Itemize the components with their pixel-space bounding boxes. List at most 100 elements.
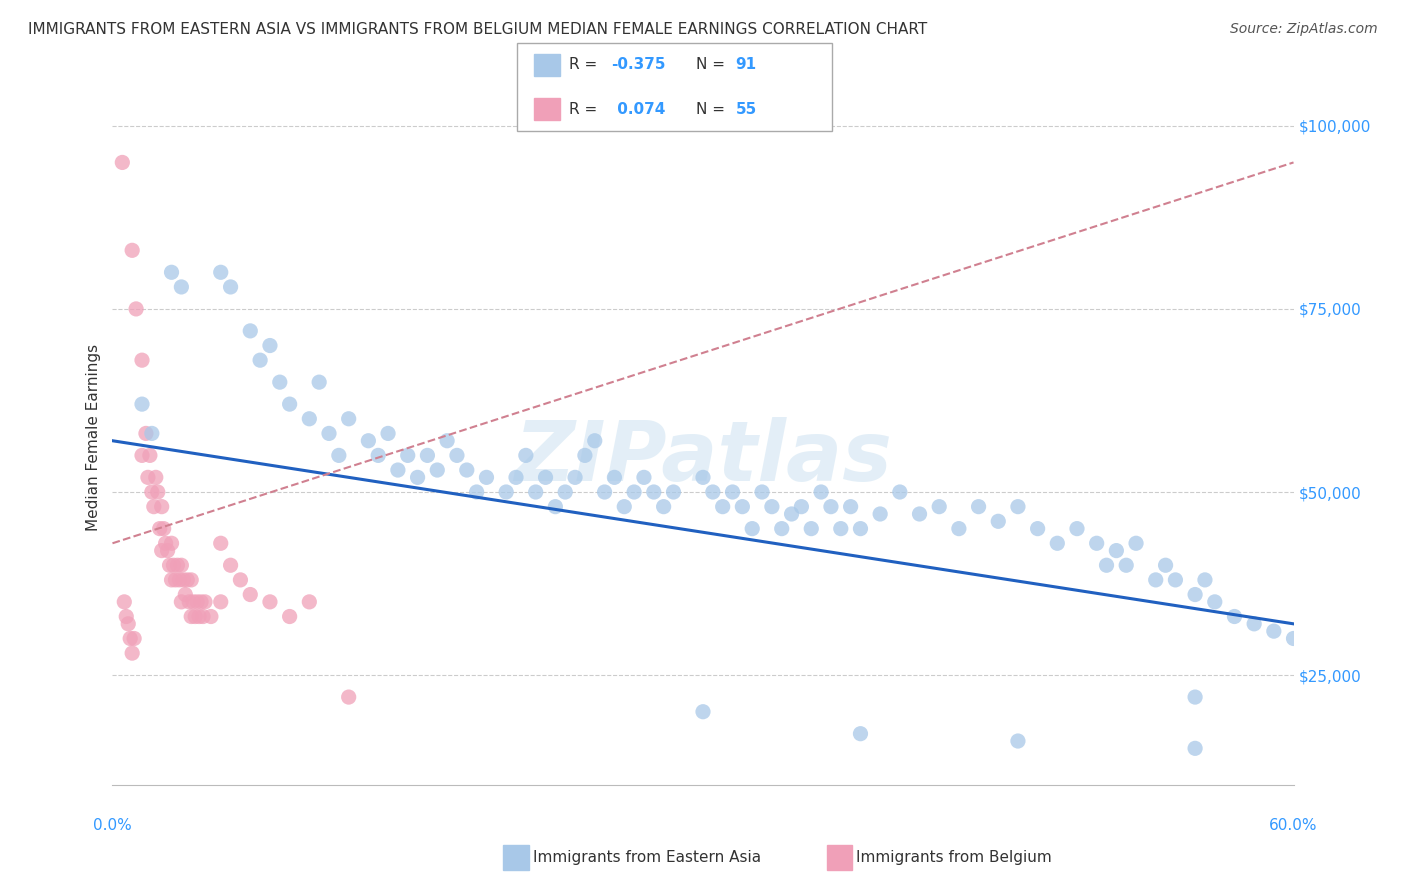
- Point: [692, 470, 714, 484]
- Point: [849, 727, 872, 741]
- Point: [165, 573, 187, 587]
- Point: [1154, 558, 1177, 573]
- Point: [830, 522, 852, 536]
- Point: [505, 470, 527, 484]
- Text: N =: N =: [696, 102, 730, 117]
- Point: [908, 507, 931, 521]
- Point: [172, 573, 194, 587]
- Point: [115, 609, 138, 624]
- Point: [160, 265, 183, 279]
- Point: [613, 500, 636, 514]
- Point: [180, 609, 202, 624]
- Point: [751, 485, 773, 500]
- Point: [1007, 500, 1029, 514]
- Point: [141, 485, 163, 500]
- Text: 0.074: 0.074: [612, 102, 665, 117]
- Text: R =: R =: [569, 57, 603, 72]
- Point: [790, 500, 813, 514]
- Point: [987, 514, 1010, 528]
- Point: [190, 595, 212, 609]
- Point: [155, 536, 177, 550]
- Point: [179, 595, 201, 609]
- Text: ZIPatlas: ZIPatlas: [515, 417, 891, 499]
- Point: [731, 500, 754, 514]
- Point: [524, 485, 547, 500]
- Point: [160, 536, 183, 550]
- Point: [219, 558, 242, 573]
- Point: [574, 449, 596, 463]
- Point: [456, 463, 478, 477]
- Point: [446, 449, 468, 463]
- Point: [150, 543, 173, 558]
- Point: [131, 397, 153, 411]
- Point: [159, 558, 181, 573]
- Point: [117, 616, 139, 631]
- Point: [515, 449, 537, 463]
- Text: 91: 91: [735, 57, 756, 72]
- Point: [219, 280, 242, 294]
- Point: [948, 522, 970, 536]
- Point: [142, 500, 165, 514]
- Point: [426, 463, 449, 477]
- Point: [181, 595, 204, 609]
- Point: [436, 434, 458, 448]
- Point: [357, 434, 380, 448]
- Point: [1194, 573, 1216, 587]
- Point: [633, 470, 655, 484]
- Point: [377, 426, 399, 441]
- Point: [139, 449, 162, 463]
- Point: [239, 588, 262, 602]
- Text: 0.0%: 0.0%: [93, 818, 132, 832]
- Point: [337, 411, 360, 425]
- Point: [136, 470, 159, 484]
- Point: [1095, 558, 1118, 573]
- Point: [583, 434, 606, 448]
- Point: [387, 463, 409, 477]
- Point: [623, 485, 645, 500]
- Point: [761, 500, 783, 514]
- Point: [1046, 536, 1069, 550]
- Point: [810, 485, 832, 500]
- Point: [928, 500, 950, 514]
- Point: [180, 573, 202, 587]
- Point: [162, 558, 184, 573]
- Point: [176, 573, 198, 587]
- Point: [125, 301, 148, 316]
- Point: [662, 485, 685, 500]
- Point: [1125, 536, 1147, 550]
- Point: [1007, 734, 1029, 748]
- Point: [416, 449, 439, 463]
- Point: [170, 558, 193, 573]
- Point: [692, 705, 714, 719]
- Point: [209, 265, 232, 279]
- Point: [328, 449, 350, 463]
- Point: [156, 543, 179, 558]
- Point: [186, 595, 208, 609]
- Point: [209, 536, 232, 550]
- Point: [406, 470, 429, 484]
- Point: [120, 632, 142, 646]
- Point: [298, 595, 321, 609]
- Text: 55: 55: [735, 102, 756, 117]
- Point: [249, 353, 271, 368]
- Point: [652, 500, 675, 514]
- Point: [1204, 595, 1226, 609]
- Point: [121, 646, 143, 660]
- Text: N =: N =: [696, 57, 730, 72]
- Point: [770, 522, 793, 536]
- Point: [194, 595, 217, 609]
- Point: [1184, 690, 1206, 704]
- Point: [122, 632, 145, 646]
- Point: [149, 522, 172, 536]
- Point: [141, 426, 163, 441]
- Point: [170, 595, 193, 609]
- Point: [150, 500, 173, 514]
- Point: [239, 324, 262, 338]
- Point: [170, 280, 193, 294]
- Point: [318, 426, 340, 441]
- Point: [184, 609, 207, 624]
- Point: [721, 485, 744, 500]
- Point: [131, 449, 153, 463]
- Point: [1066, 522, 1088, 536]
- Text: Source: ZipAtlas.com: Source: ZipAtlas.com: [1230, 22, 1378, 37]
